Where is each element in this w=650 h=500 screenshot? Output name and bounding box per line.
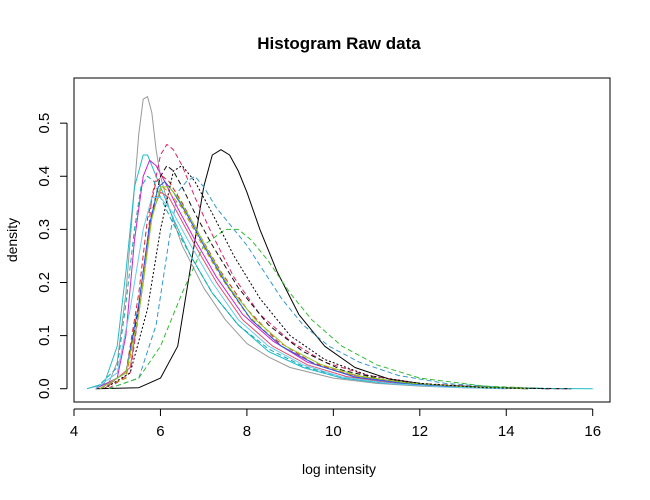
plot-frame [73, 77, 611, 403]
x-tick-label: 8 [243, 423, 251, 440]
density-line-7 [108, 228, 550, 390]
x-tick-label: 12 [411, 423, 428, 440]
x-axis-label: log intensity [302, 461, 376, 477]
density-line-15 [95, 197, 507, 390]
density-line-11 [95, 175, 572, 390]
density-line-5 [108, 143, 550, 390]
density-line-12 [103, 191, 528, 390]
x-tick-label: 10 [325, 423, 342, 440]
density-line-13 [99, 181, 528, 390]
series-layer [86, 96, 593, 390]
x-axis: 4 6 8 10 12 14 16 [70, 408, 601, 440]
density-line-10 [99, 186, 528, 390]
density-line-16 [104, 165, 550, 390]
y-axis: 0.0 0.1 0.2 0.3 0.4 0.5 [36, 113, 68, 399]
density-line-4 [95, 159, 572, 390]
y-axis-label: density [4, 218, 20, 262]
chart-title: Histogram Raw data [257, 34, 421, 53]
x-tick-label: 14 [498, 423, 515, 440]
x-tick-label: 16 [584, 423, 601, 440]
x-tick-label: 6 [156, 423, 164, 440]
density-line-9 [99, 165, 572, 390]
y-tick-label: 0.1 [36, 325, 53, 346]
y-tick-label: 0.3 [36, 219, 53, 240]
y-tick-label: 0.2 [36, 272, 53, 293]
density-line-6 [108, 175, 572, 390]
density-line-3 [86, 154, 593, 390]
x-tick-label: 4 [70, 423, 78, 440]
y-tick-label: 0.4 [36, 166, 53, 187]
density-line-8 [99, 175, 572, 390]
y-tick-label: 0.0 [36, 378, 53, 399]
y-tick-label: 0.5 [36, 113, 53, 134]
density-line-1 [95, 149, 550, 390]
density-line-14 [99, 186, 528, 390]
